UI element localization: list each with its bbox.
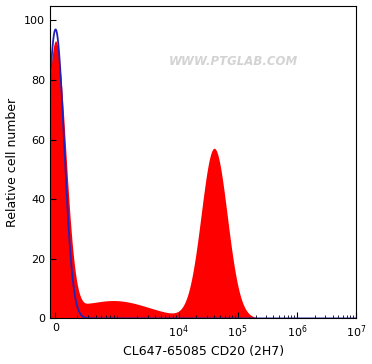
Text: WWW.PTGLAB.COM: WWW.PTGLAB.COM xyxy=(169,55,298,68)
Y-axis label: Relative cell number: Relative cell number xyxy=(6,98,19,226)
X-axis label: CL647-65085 CD20 (2H7): CL647-65085 CD20 (2H7) xyxy=(122,345,283,359)
